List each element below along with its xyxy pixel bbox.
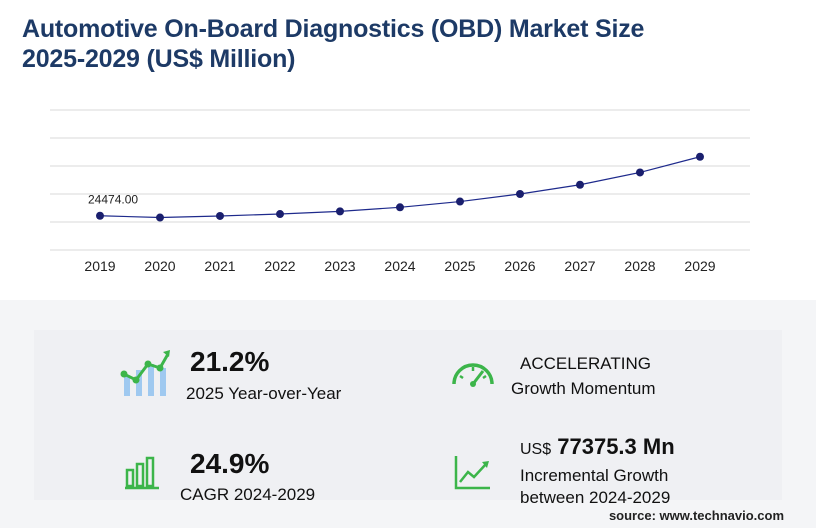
chart-title-line-1: Automotive On-Board Diagnostics (OBD) Ma… xyxy=(22,15,645,43)
x-tick-label: 2019 xyxy=(84,258,115,274)
data-point xyxy=(396,203,404,212)
data-point xyxy=(576,180,584,189)
incremental-amount: 77375.3 Mn xyxy=(557,434,675,459)
x-tick-label: 2020 xyxy=(144,258,175,274)
trend-line-icon xyxy=(454,456,490,490)
yoy-value: 21.2% xyxy=(190,346,270,377)
data-point xyxy=(336,207,344,216)
x-tick-label: 2026 xyxy=(504,258,535,274)
data-point xyxy=(636,168,644,177)
data-point xyxy=(696,152,704,161)
data-point xyxy=(96,211,104,220)
x-tick-label: 2024 xyxy=(384,258,415,274)
yoy-label: 2025 Year-over-Year xyxy=(186,384,342,403)
momentum-value: ACCELERATING xyxy=(520,354,651,373)
chart-title-line-2: 2025-2029 (US$ Million) xyxy=(22,45,296,73)
kpi-panel xyxy=(34,330,782,500)
data-point xyxy=(276,210,284,219)
x-tick-label: 2021 xyxy=(204,258,235,274)
incremental-label: Incremental Growth xyxy=(520,466,669,485)
growth-chart-icon xyxy=(120,350,170,396)
x-tick-label: 2029 xyxy=(684,258,715,274)
data-point xyxy=(216,211,224,220)
incremental-period: between 2024-2029 xyxy=(520,488,671,507)
speedometer-icon xyxy=(452,363,494,387)
x-tick-label: 2028 xyxy=(624,258,655,274)
data-point xyxy=(456,197,464,206)
x-tick-label: 2023 xyxy=(324,258,355,274)
bar-chart-icon xyxy=(125,456,159,490)
source-credit: source: www.technavio.com xyxy=(608,508,784,523)
data-point xyxy=(156,213,164,222)
cagr-label: CAGR 2024-2029 xyxy=(180,485,316,504)
momentum-label: Growth Momentum xyxy=(511,379,656,398)
chart-title: Automotive On-Board Diagnostics (OBD) Ma… xyxy=(22,14,782,74)
data-label: 24474.00 xyxy=(88,193,138,207)
line-chart: 2019 2020 2021 2022 2023 2024 2025 2026 2027 2028… xyxy=(50,109,750,274)
cagr-value: 24.9% xyxy=(190,448,270,479)
x-tick-label: 2025 xyxy=(444,258,475,274)
x-tick-label: 2022 xyxy=(264,258,295,274)
incremental-value: US$ 77375.3 Mn xyxy=(520,434,675,460)
data-point xyxy=(516,190,524,198)
currency-prefix: US$ xyxy=(520,441,552,458)
x-tick-label: 2027 xyxy=(564,258,595,274)
